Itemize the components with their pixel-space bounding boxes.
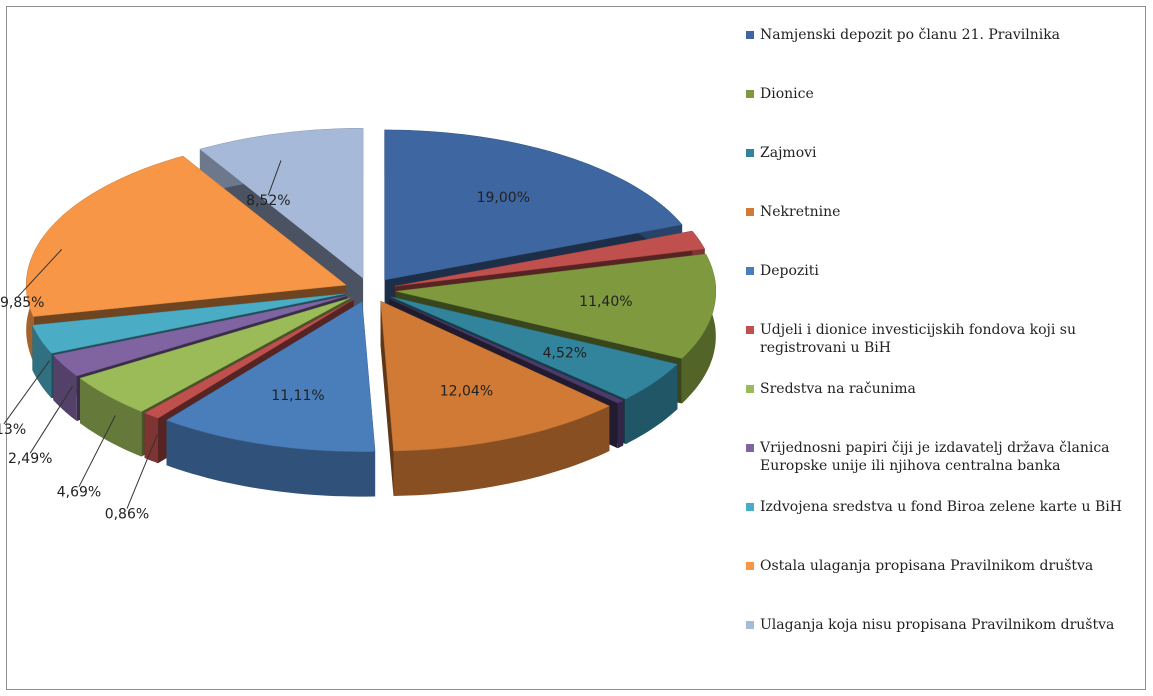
slice [380, 300, 610, 452]
data-label: 0,86% [105, 507, 149, 523]
legend-item: Vrijednosni papiri čiji je izdavatelj dr… [746, 439, 1136, 475]
slice [52, 295, 348, 377]
slice-side [80, 378, 142, 457]
labels: 19,00% 11,40% 4,52% 12,04% 11,11% 0,86%4,69% 2… [0, 160, 633, 523]
legend-item: Depoziti [746, 262, 819, 280]
legend-swatch [746, 621, 754, 629]
slice [384, 129, 683, 281]
legend-label: Ostala ulaganja propisana Pravilnikom dr… [760, 558, 1094, 574]
legend-swatch [746, 208, 754, 216]
legend-swatch [746, 326, 754, 334]
slice [395, 253, 717, 359]
legend-label: Ulaganja koja nisu propisana Pravilnikom… [760, 617, 1115, 633]
legend-item: Izdvojena sredstva u fond Biroa zelene k… [746, 498, 1122, 516]
legend-swatch [746, 90, 754, 98]
slice [199, 127, 364, 279]
data-label: 4,52% [543, 345, 587, 361]
data-label: 11,40% [579, 294, 632, 310]
data-label: 2,49% [8, 451, 52, 467]
legend-swatch [746, 267, 754, 275]
legend-label: Vrijednosni papiri čiji je izdavatelj dr… [760, 440, 1110, 474]
legend-item: Ostala ulaganja propisana Pravilnikom dr… [746, 557, 1093, 575]
legend-swatch [746, 444, 754, 452]
legend-item: Nekretnine [746, 203, 840, 221]
leader-line [78, 415, 116, 487]
slice [79, 297, 351, 412]
legend-label: Izdvojena sredstva u fond Biroa zelene k… [760, 499, 1122, 515]
legend-label: Dionice [760, 86, 814, 102]
data-label: 8,52% [246, 193, 290, 209]
leader-line [17, 249, 63, 298]
slice-side [625, 364, 678, 445]
leader-line [3, 360, 51, 425]
legend-swatch [746, 149, 754, 157]
slice-tops [25, 127, 717, 452]
legend-swatch [746, 562, 754, 570]
legend-label: Depoziti [760, 263, 819, 279]
legend-item: Zajmovi [746, 144, 817, 162]
legend-item: Dionice [746, 85, 814, 103]
data-label: 4,69% [57, 485, 101, 501]
data-label: 19,00% [477, 190, 530, 206]
legend-label: Sredstva na računima [760, 381, 916, 397]
legend-label: Udjeli i dionice investicijskih fondova … [760, 322, 1077, 356]
leader-line [29, 385, 74, 454]
legend-swatch [746, 385, 754, 393]
slice-side [32, 325, 52, 399]
data-label: 11,11% [271, 388, 324, 404]
chart-frame [6, 6, 1146, 690]
data-label: 3,13% [0, 422, 26, 438]
legend-item: Ulaganja koja nisu propisana Pravilnikom… [746, 616, 1114, 634]
legend-label: Zajmovi [760, 145, 817, 161]
slice [144, 299, 354, 419]
slice-side [166, 420, 376, 497]
legend-label: Namjenski depozit po članu 21. Pravilnik… [760, 27, 1061, 43]
legend-swatch [746, 31, 754, 39]
leader-line [267, 160, 282, 196]
legend-item: Namjenski depozit po članu 21. Pravilnik… [746, 26, 1060, 44]
leader-line [126, 434, 158, 509]
legend-label: Nekretnine [760, 204, 841, 220]
slice [165, 301, 376, 452]
slice-side [617, 400, 624, 449]
slice [391, 296, 678, 400]
slice-wall [380, 301, 394, 496]
slice-side [393, 406, 610, 496]
slice [388, 298, 624, 404]
chart: 19,00% 11,40% 4,52% 12,04% 11,11% 0,86%4,69% 2… [0, 127, 717, 523]
slice [32, 293, 346, 354]
slice [394, 230, 706, 287]
data-label: 19,85% [0, 295, 44, 311]
data-label: 12,04% [440, 384, 493, 400]
legend-swatch [746, 503, 754, 511]
legend-item: Udjeli i dionice investicijskih fondova … [746, 321, 1136, 357]
legend-item: Sredstva na računima [746, 380, 916, 398]
slice-side [144, 413, 158, 464]
